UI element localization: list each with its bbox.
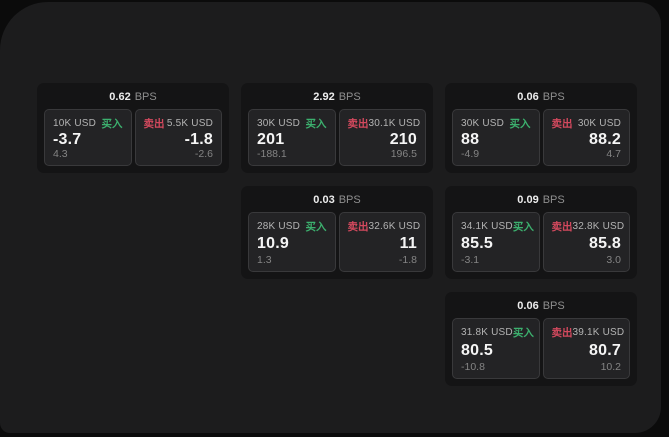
buy-change: -4.9: [461, 148, 480, 160]
buy-amount: 10K USD: [53, 118, 97, 129]
sell-label: 卖出: [143, 118, 165, 130]
buy-amount: 31.8K USD: [461, 327, 513, 338]
quote-card: 0.06 BPS 31.8K USD 买入 80.5 -10.8 卖出 39.1…: [445, 292, 637, 386]
bps-unit: BPS: [542, 300, 565, 312]
sell-label: 卖出: [347, 221, 369, 233]
buy-price: 201: [257, 130, 285, 148]
quote-card: 0.03 BPS 28K USD 买入 10.9 1.3 卖出 32.6K US…: [241, 186, 433, 279]
card-body: 30K USD 买入 201 -188.1 卖出 30.1K USD 210 1…: [241, 108, 433, 173]
buy-change: 1.3: [257, 254, 272, 266]
buy-tile[interactable]: 10K USD 买入 -3.7 4.3: [44, 109, 132, 166]
sell-amount: 32.8K USD: [572, 221, 625, 232]
bps-value: 0.03: [313, 194, 335, 206]
card-body: 30K USD 买入 88 -4.9 卖出 30K USD 88.2 4.7: [445, 108, 637, 173]
sell-tile[interactable]: 卖出 32.6K USD 11 -1.8: [338, 212, 426, 272]
bps-value: 0.62: [109, 91, 131, 103]
sell-tile[interactable]: 卖出 32.8K USD 85.8 3.0: [542, 212, 630, 272]
bps-unit: BPS: [542, 194, 565, 206]
buy-label: 买入: [509, 118, 531, 130]
sell-label: 卖出: [551, 327, 573, 339]
sell-tile[interactable]: 卖出 39.1K USD 80.7 10.2: [542, 318, 630, 379]
sell-amount: 5.5K USD: [166, 118, 213, 129]
buy-change: -188.1: [257, 148, 287, 160]
card-body: 34.1K USD 买入 85.5 -3.1 卖出 32.8K USD 85.8…: [445, 211, 637, 279]
card-header: 0.06 BPS: [445, 83, 637, 108]
buy-price: 80.5: [461, 341, 493, 359]
sell-price: 80.7: [589, 341, 621, 359]
buy-price: 10.9: [257, 235, 289, 252]
card-body: 28K USD 买入 10.9 1.3 卖出 32.6K USD 11 -1.8: [241, 211, 433, 279]
buy-label: 买入: [512, 327, 534, 339]
buy-change: 4.3: [53, 148, 68, 160]
bps-value: 0.09: [517, 194, 539, 206]
sell-amount: 30.1K USD: [368, 118, 421, 129]
buy-amount: 30K USD: [461, 118, 505, 129]
quote-card: 0.06 BPS 30K USD 买入 88 -4.9 卖出 30K USD: [445, 83, 637, 173]
bps-unit: BPS: [542, 91, 565, 103]
card-body: 10K USD 买入 -3.7 4.3 卖出 5.5K USD -1.8 -2.…: [37, 108, 229, 173]
sell-tile[interactable]: 卖出 5.5K USD -1.8 -2.6: [134, 109, 222, 166]
card-body: 31.8K USD 买入 80.5 -10.8 卖出 39.1K USD 80.…: [445, 317, 637, 386]
buy-price: -3.7: [53, 130, 82, 148]
buy-change: -10.8: [461, 361, 485, 373]
sell-change: -2.6: [194, 148, 213, 160]
sell-change: -1.8: [398, 254, 417, 266]
card-header: 0.06 BPS: [445, 292, 637, 317]
sell-price: 88.2: [589, 130, 621, 148]
sell-change: 3.0: [606, 254, 621, 266]
buy-price: 85.5: [461, 235, 493, 252]
buy-tile[interactable]: 28K USD 买入 10.9 1.3: [248, 212, 336, 272]
sell-price: -1.8: [184, 130, 213, 148]
buy-amount: 28K USD: [257, 221, 301, 232]
sell-change: 4.7: [606, 148, 621, 160]
sell-label: 卖出: [551, 118, 573, 130]
bps-value: 0.06: [517, 300, 539, 312]
buy-amount: 34.1K USD: [461, 221, 513, 232]
card-header: 2.92 BPS: [241, 83, 433, 108]
sell-price: 210: [389, 130, 417, 148]
quote-card: 2.92 BPS 30K USD 买入 201 -188.1 卖出 30.1K …: [241, 83, 433, 173]
buy-tile[interactable]: 34.1K USD 买入 85.5 -3.1: [452, 212, 540, 272]
sell-label: 卖出: [347, 118, 369, 130]
sell-change: 196.5: [390, 148, 417, 160]
sell-change: 10.2: [600, 361, 621, 373]
buy-price: 88: [461, 130, 480, 148]
sell-price: 11: [399, 235, 417, 252]
buy-label: 买入: [101, 118, 123, 130]
sell-amount: 30K USD: [577, 118, 621, 129]
quote-board-panel: 0.62 BPS 10K USD 买入 -3.7 4.3 卖出 5.5K USD: [0, 2, 661, 433]
buy-label: 买入: [305, 118, 327, 130]
bps-value: 2.92: [313, 91, 335, 103]
card-header: 0.62 BPS: [37, 83, 229, 108]
bps-value: 0.06: [517, 91, 539, 103]
buy-change: -3.1: [461, 254, 480, 266]
quote-card: 0.09 BPS 34.1K USD 买入 85.5 -3.1 卖出 32.8K…: [445, 186, 637, 279]
buy-label: 买入: [512, 221, 534, 233]
card-header: 0.03 BPS: [241, 186, 433, 211]
buy-tile[interactable]: 30K USD 买入 201 -188.1: [248, 109, 336, 166]
card-header: 0.09 BPS: [445, 186, 637, 211]
buy-label: 买入: [305, 221, 327, 233]
sell-tile[interactable]: 卖出 30K USD 88.2 4.7: [542, 109, 630, 166]
bps-unit: BPS: [338, 194, 361, 206]
sell-label: 卖出: [551, 221, 573, 233]
sell-amount: 39.1K USD: [572, 327, 625, 338]
sell-price: 85.8: [589, 235, 621, 252]
bps-unit: BPS: [134, 91, 157, 103]
sell-tile[interactable]: 卖出 30.1K USD 210 196.5: [338, 109, 426, 166]
buy-amount: 30K USD: [257, 118, 301, 129]
buy-tile[interactable]: 30K USD 买入 88 -4.9: [452, 109, 540, 166]
quote-card-grid: 0.62 BPS 10K USD 买入 -3.7 4.3 卖出 5.5K USD: [37, 83, 637, 386]
bps-unit: BPS: [338, 91, 361, 103]
sell-amount: 32.6K USD: [368, 221, 421, 232]
quote-card: 0.62 BPS 10K USD 买入 -3.7 4.3 卖出 5.5K USD: [37, 83, 229, 173]
buy-tile[interactable]: 31.8K USD 买入 80.5 -10.8: [452, 318, 540, 379]
